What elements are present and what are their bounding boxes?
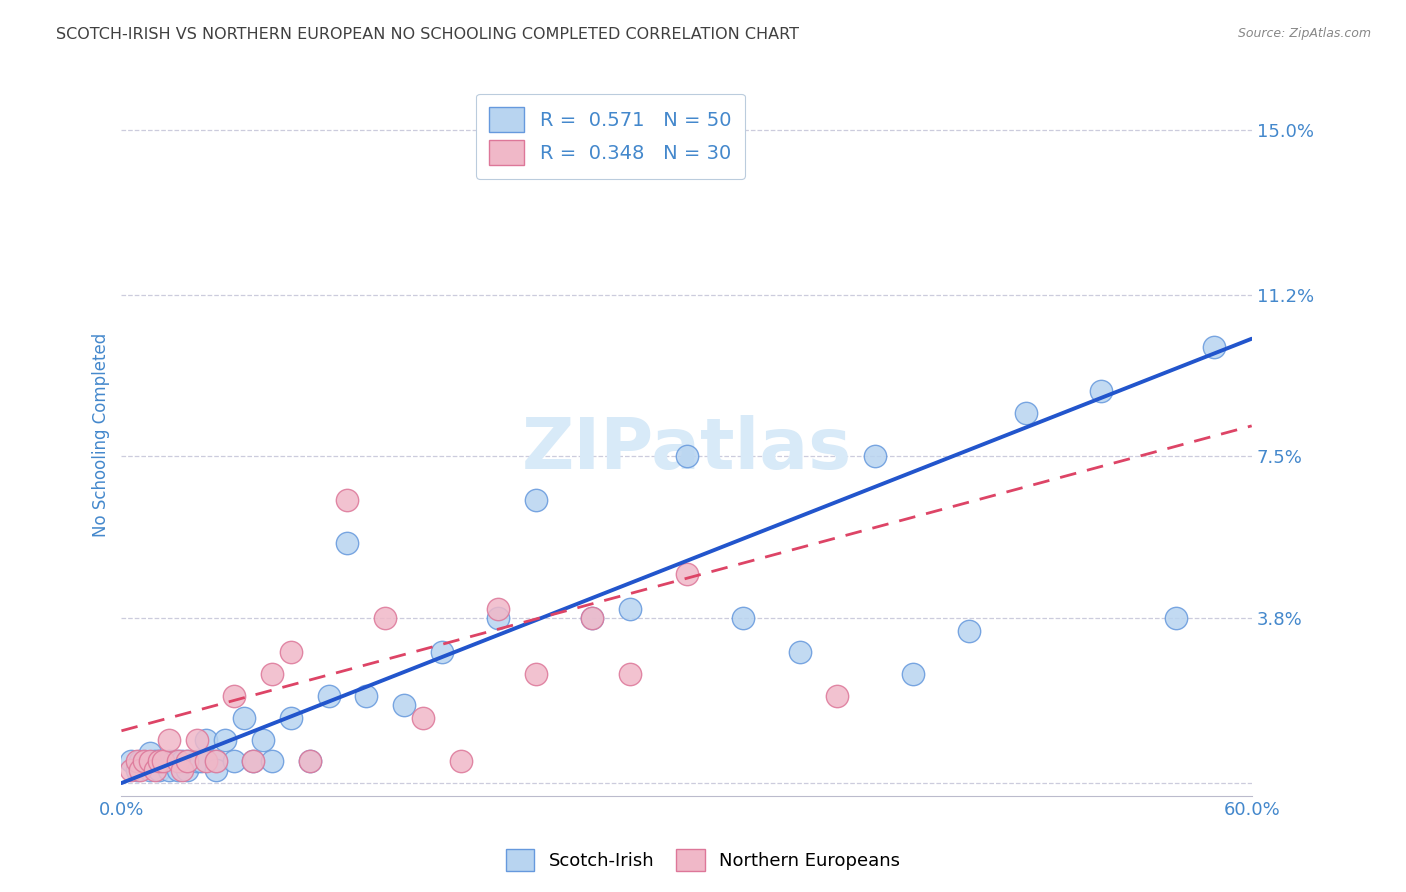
Point	[176, 763, 198, 777]
Point	[392, 698, 415, 712]
Point	[167, 754, 190, 768]
Point	[143, 763, 166, 777]
Point	[176, 754, 198, 768]
Text: ZIPatlas: ZIPatlas	[522, 415, 852, 483]
Point	[486, 602, 509, 616]
Point	[204, 763, 226, 777]
Point	[125, 754, 148, 768]
Point	[167, 763, 190, 777]
Point	[186, 754, 208, 768]
Legend: Scotch-Irish, Northern Europeans: Scotch-Irish, Northern Europeans	[498, 842, 908, 879]
Point	[825, 689, 848, 703]
Point	[1166, 610, 1188, 624]
Point	[170, 763, 193, 777]
Point	[1090, 384, 1112, 398]
Point	[336, 492, 359, 507]
Point	[152, 754, 174, 768]
Point	[356, 689, 378, 703]
Point	[176, 754, 198, 768]
Point	[232, 711, 254, 725]
Point	[138, 763, 160, 777]
Text: Source: ZipAtlas.com: Source: ZipAtlas.com	[1237, 27, 1371, 40]
Point	[186, 732, 208, 747]
Point	[242, 754, 264, 768]
Point	[157, 732, 180, 747]
Point	[148, 754, 170, 768]
Point	[619, 602, 641, 616]
Point	[204, 754, 226, 768]
Point	[129, 763, 152, 777]
Point	[252, 732, 274, 747]
Point	[224, 689, 246, 703]
Point	[262, 667, 284, 681]
Point	[152, 754, 174, 768]
Point	[374, 610, 396, 624]
Y-axis label: No Schooling Completed: No Schooling Completed	[93, 333, 110, 537]
Point	[204, 754, 226, 768]
Point	[138, 754, 160, 768]
Point	[170, 754, 193, 768]
Point	[298, 754, 321, 768]
Point	[214, 732, 236, 747]
Point	[242, 754, 264, 768]
Point	[163, 754, 186, 768]
Point	[143, 754, 166, 768]
Point	[430, 645, 453, 659]
Point	[1202, 341, 1225, 355]
Point	[486, 610, 509, 624]
Point	[280, 645, 302, 659]
Point	[132, 754, 155, 768]
Point	[280, 711, 302, 725]
Point	[524, 492, 547, 507]
Point	[138, 746, 160, 760]
Text: SCOTCH-IRISH VS NORTHERN EUROPEAN NO SCHOOLING COMPLETED CORRELATION CHART: SCOTCH-IRISH VS NORTHERN EUROPEAN NO SCH…	[56, 27, 799, 42]
Point	[262, 754, 284, 768]
Point	[675, 566, 697, 581]
Point	[148, 754, 170, 768]
Point	[1014, 406, 1036, 420]
Point	[167, 754, 190, 768]
Point	[581, 610, 603, 624]
Point	[125, 763, 148, 777]
Point	[120, 754, 142, 768]
Legend: R =  0.571   N = 50, R =  0.348   N = 30: R = 0.571 N = 50, R = 0.348 N = 30	[475, 94, 745, 178]
Point	[581, 610, 603, 624]
Point	[132, 754, 155, 768]
Point	[957, 624, 980, 638]
Point	[318, 689, 340, 703]
Point	[195, 732, 218, 747]
Point	[157, 763, 180, 777]
Point	[733, 610, 755, 624]
Point	[224, 754, 246, 768]
Point	[789, 645, 811, 659]
Point	[120, 763, 142, 777]
Point	[129, 754, 152, 768]
Point	[450, 754, 472, 768]
Point	[336, 536, 359, 550]
Point	[901, 667, 924, 681]
Point	[157, 754, 180, 768]
Point	[675, 450, 697, 464]
Point	[412, 711, 434, 725]
Point	[190, 754, 212, 768]
Point	[524, 667, 547, 681]
Point	[619, 667, 641, 681]
Point	[148, 763, 170, 777]
Point	[863, 450, 886, 464]
Point	[298, 754, 321, 768]
Point	[195, 754, 218, 768]
